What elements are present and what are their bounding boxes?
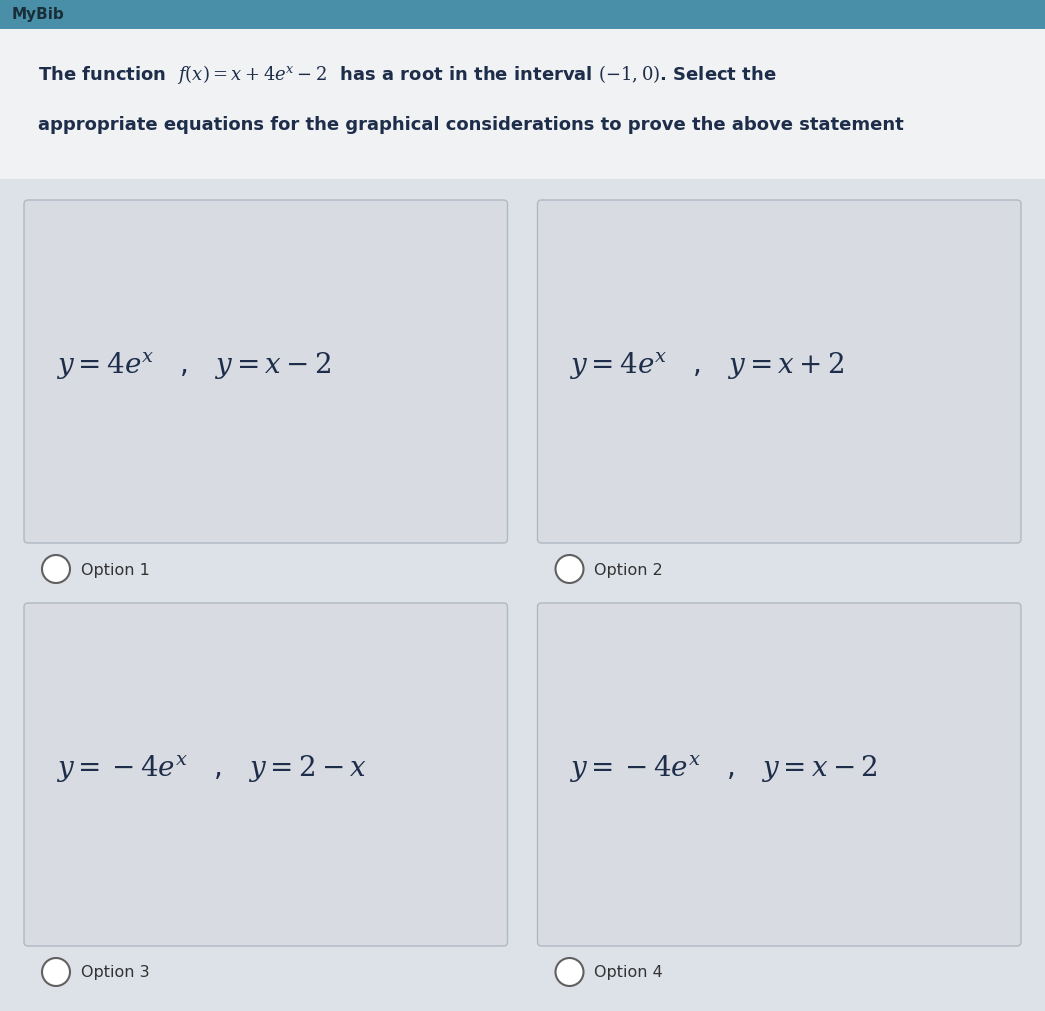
FancyBboxPatch shape [24,604,508,946]
FancyBboxPatch shape [0,0,1045,30]
Text: appropriate equations for the graphical considerations to prove the above statem: appropriate equations for the graphical … [38,116,904,133]
Text: The function  $f(x)=x+4e^x-2$  has a root in the interval $(-1,0)$. Select the: The function $f(x)=x+4e^x-2$ has a root … [38,64,776,86]
Text: $y=-4e^{x}$   ,   $y=x-2$: $y=-4e^{x}$ , $y=x-2$ [570,752,878,784]
Circle shape [42,555,70,583]
FancyBboxPatch shape [0,180,1045,1011]
Text: Option 3: Option 3 [82,964,149,980]
Circle shape [556,958,583,986]
Text: Option 1: Option 1 [82,562,149,577]
Text: $y=4e^{x}$   ,   $y=x+2$: $y=4e^{x}$ , $y=x+2$ [570,350,844,381]
FancyBboxPatch shape [537,201,1021,544]
Circle shape [42,958,70,986]
Text: MyBib: MyBib [11,7,65,22]
Text: $y=4e^{x}$   ,   $y=x-2$: $y=4e^{x}$ , $y=x-2$ [56,350,331,381]
Text: $y=-4e^{x}$   ,   $y=2-x$: $y=-4e^{x}$ , $y=2-x$ [56,752,367,784]
Text: Option 2: Option 2 [595,562,664,577]
FancyBboxPatch shape [24,201,508,544]
FancyBboxPatch shape [0,30,1045,180]
Circle shape [556,555,583,583]
Text: Option 4: Option 4 [595,964,664,980]
FancyBboxPatch shape [537,604,1021,946]
